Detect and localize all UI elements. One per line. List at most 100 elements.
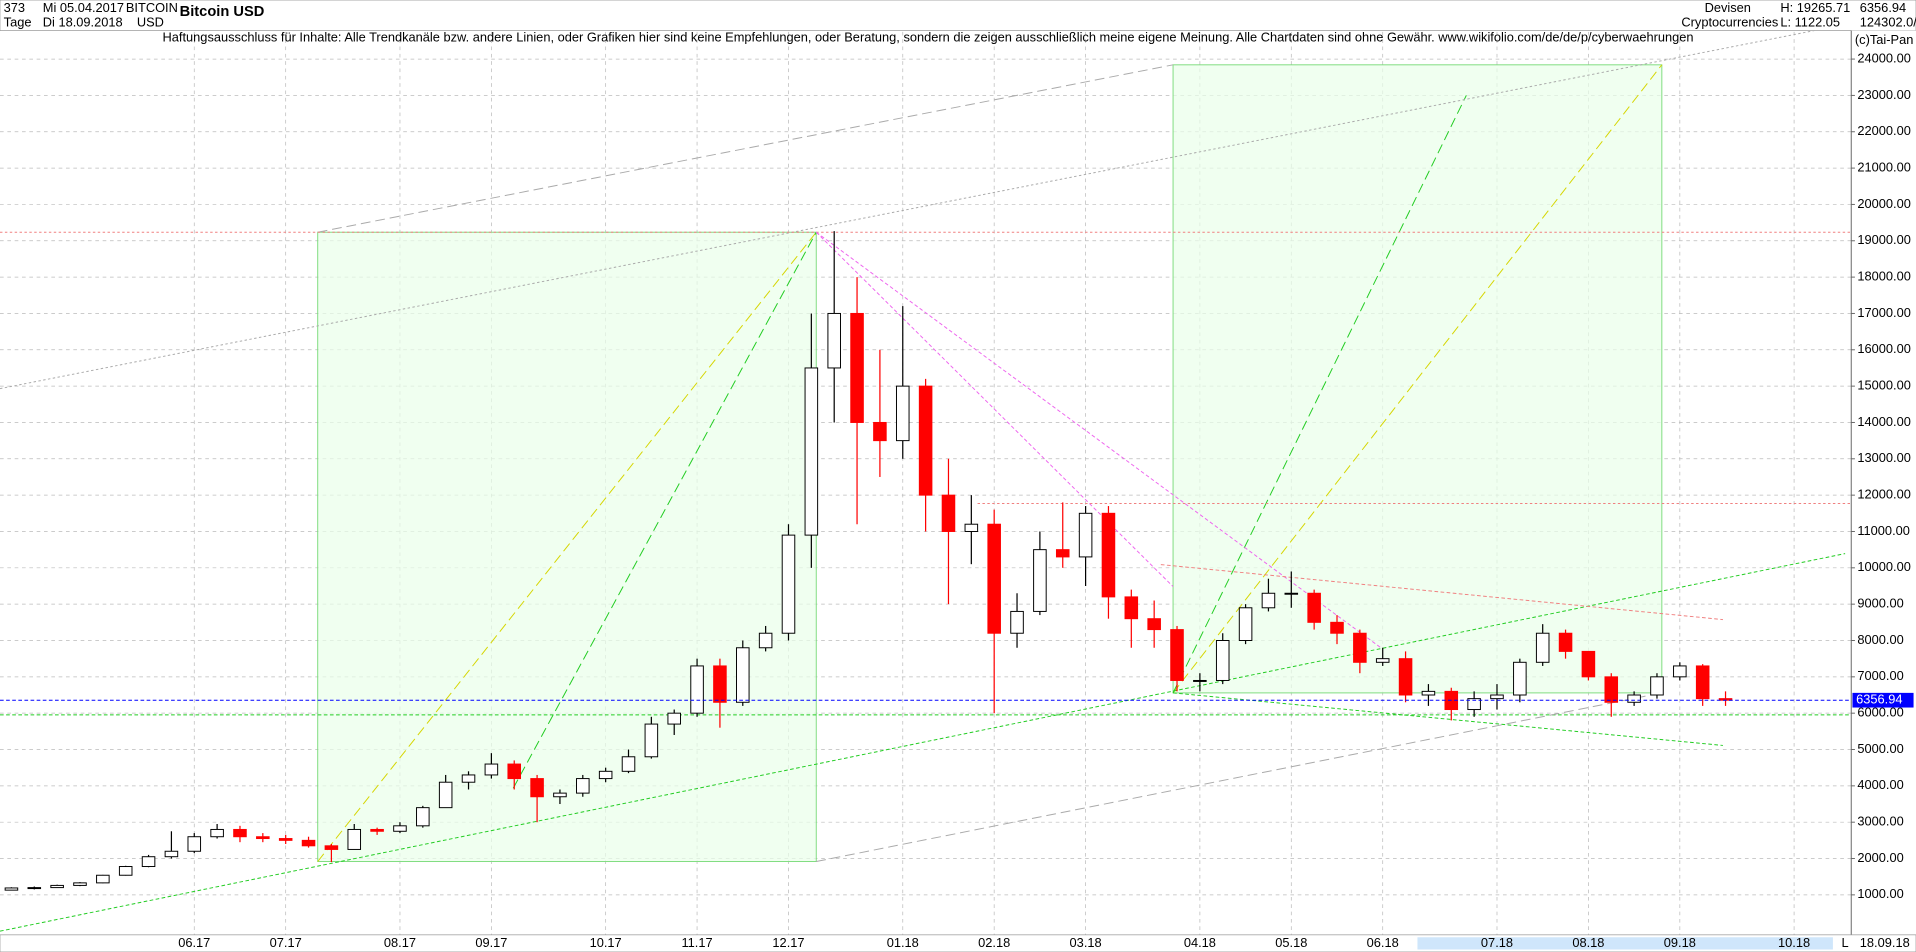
- candle-body: [621, 756, 636, 772]
- candle-body: [50, 884, 64, 889]
- trend-line: [1173, 692, 1723, 746]
- x-tick-label: 09.18: [1664, 935, 1696, 950]
- candle-body: [1627, 694, 1641, 703]
- group: Devisen: [1705, 0, 1751, 15]
- subgroup: Cryptocurrencies: [1681, 15, 1778, 30]
- trend-line: [1172, 95, 1467, 694]
- candle-body: [461, 774, 476, 783]
- candle-body: [1650, 676, 1664, 696]
- candle-body: [598, 770, 613, 780]
- candle-body: [895, 385, 910, 442]
- candle-body: [393, 825, 407, 832]
- candle-body: [873, 421, 887, 442]
- y-tick-label: 18000.00: [1857, 269, 1911, 284]
- candle-body: [1581, 650, 1596, 678]
- candle-body: [416, 807, 430, 827]
- x-tick-label: 04.18: [1184, 935, 1216, 950]
- candle-body: [758, 632, 773, 649]
- candle-body: [713, 665, 727, 703]
- candle-body: [644, 723, 659, 758]
- candle-body: [347, 828, 362, 850]
- candle-body: [964, 523, 979, 532]
- bar-count[interactable]: 373: [4, 0, 25, 15]
- y-tick-label: 6000.00: [1857, 705, 1903, 720]
- y-tick-label: 3000.00: [1857, 814, 1903, 829]
- candle-body: [27, 887, 42, 890]
- currency: USD: [137, 15, 164, 30]
- candle-body: [530, 778, 544, 798]
- candle-body: [1558, 632, 1573, 652]
- last-price-badge: [1852, 692, 1914, 708]
- candle-body: [736, 647, 750, 703]
- candle-body: [690, 665, 704, 714]
- candle-body: [1078, 512, 1093, 558]
- y-tick-label: 8000.00: [1857, 632, 1903, 647]
- high: H: 19265.71: [1780, 0, 1850, 15]
- candle-body: [438, 781, 453, 809]
- y-tick-label: 16000.00: [1857, 341, 1911, 356]
- candle-body: [324, 845, 339, 850]
- scale-mark[interactable]: L: [1841, 935, 1848, 950]
- x-tick-label: 06.18: [1367, 935, 1399, 950]
- candle-body: [73, 882, 87, 886]
- candle-body: [1398, 658, 1413, 696]
- candles: [4, 231, 1733, 891]
- y-tick-label: 20000.00: [1857, 196, 1911, 211]
- candle-body: [256, 836, 270, 840]
- scrollbar[interactable]: [1417, 937, 1833, 950]
- y-tick-label: 23000.00: [1857, 87, 1911, 102]
- period[interactable]: Tage: [4, 15, 32, 30]
- x-tick-label: 02.18: [978, 935, 1010, 950]
- candle-body: [918, 385, 933, 496]
- volume: 124302.0/: [1860, 15, 1916, 30]
- candle-body: [1673, 665, 1687, 678]
- candle-body: [484, 763, 499, 776]
- y-tick-label: 15000.00: [1857, 378, 1911, 393]
- copyright: (c)Tai-Pan: [1855, 32, 1913, 47]
- candle-body: [278, 838, 293, 841]
- candle-body: [4, 887, 19, 891]
- x-tick-label: 01.18: [887, 935, 919, 950]
- candle-body: [1467, 698, 1481, 711]
- drawings: [0, 24, 1852, 932]
- candle-body: [1033, 549, 1047, 612]
- y-tick-label: 2000.00: [1857, 850, 1903, 865]
- y-tick-label: 4000.00: [1857, 777, 1903, 792]
- candle-body: [987, 523, 1001, 634]
- y-tick-label: 14000.00: [1857, 414, 1911, 429]
- y-tick-label: 24000.00: [1857, 50, 1911, 65]
- candle-body: [1010, 610, 1024, 634]
- last-price: 6356.94: [1860, 0, 1906, 15]
- candle-body: [1490, 694, 1504, 700]
- trend-line: [0, 553, 1846, 932]
- trend-line: [0, 24, 1846, 390]
- trend-line: [816, 692, 1662, 863]
- last-price-label: 6356.94: [1856, 692, 1902, 707]
- trend-line: [815, 231, 1382, 649]
- candle-body: [1238, 607, 1253, 641]
- candle-body: [553, 792, 567, 798]
- candle-body: [827, 312, 841, 369]
- trend-line: [317, 231, 817, 862]
- candle-body: [1215, 640, 1230, 681]
- candle-body: [804, 367, 819, 536]
- candle-body: [1375, 658, 1390, 663]
- candle-body: [1170, 629, 1184, 681]
- candle-body: [941, 494, 956, 532]
- y-tick-label: 10000.00: [1857, 559, 1911, 574]
- trend-line: [317, 64, 1174, 233]
- x-tick-label: 07.17: [270, 935, 302, 950]
- candle-body: [507, 763, 522, 780]
- candle-body: [1535, 632, 1550, 663]
- candle-body: [1513, 661, 1527, 696]
- candle-body: [233, 828, 247, 838]
- x-tick-label: 08.17: [384, 935, 416, 950]
- candle-body: [1330, 621, 1344, 634]
- candle-body: [781, 534, 796, 634]
- x-tick-label: 10.17: [590, 935, 622, 950]
- end-date: 18.09.18: [1860, 935, 1910, 950]
- candle-body: [1695, 665, 1710, 700]
- candle-body: [1055, 549, 1070, 558]
